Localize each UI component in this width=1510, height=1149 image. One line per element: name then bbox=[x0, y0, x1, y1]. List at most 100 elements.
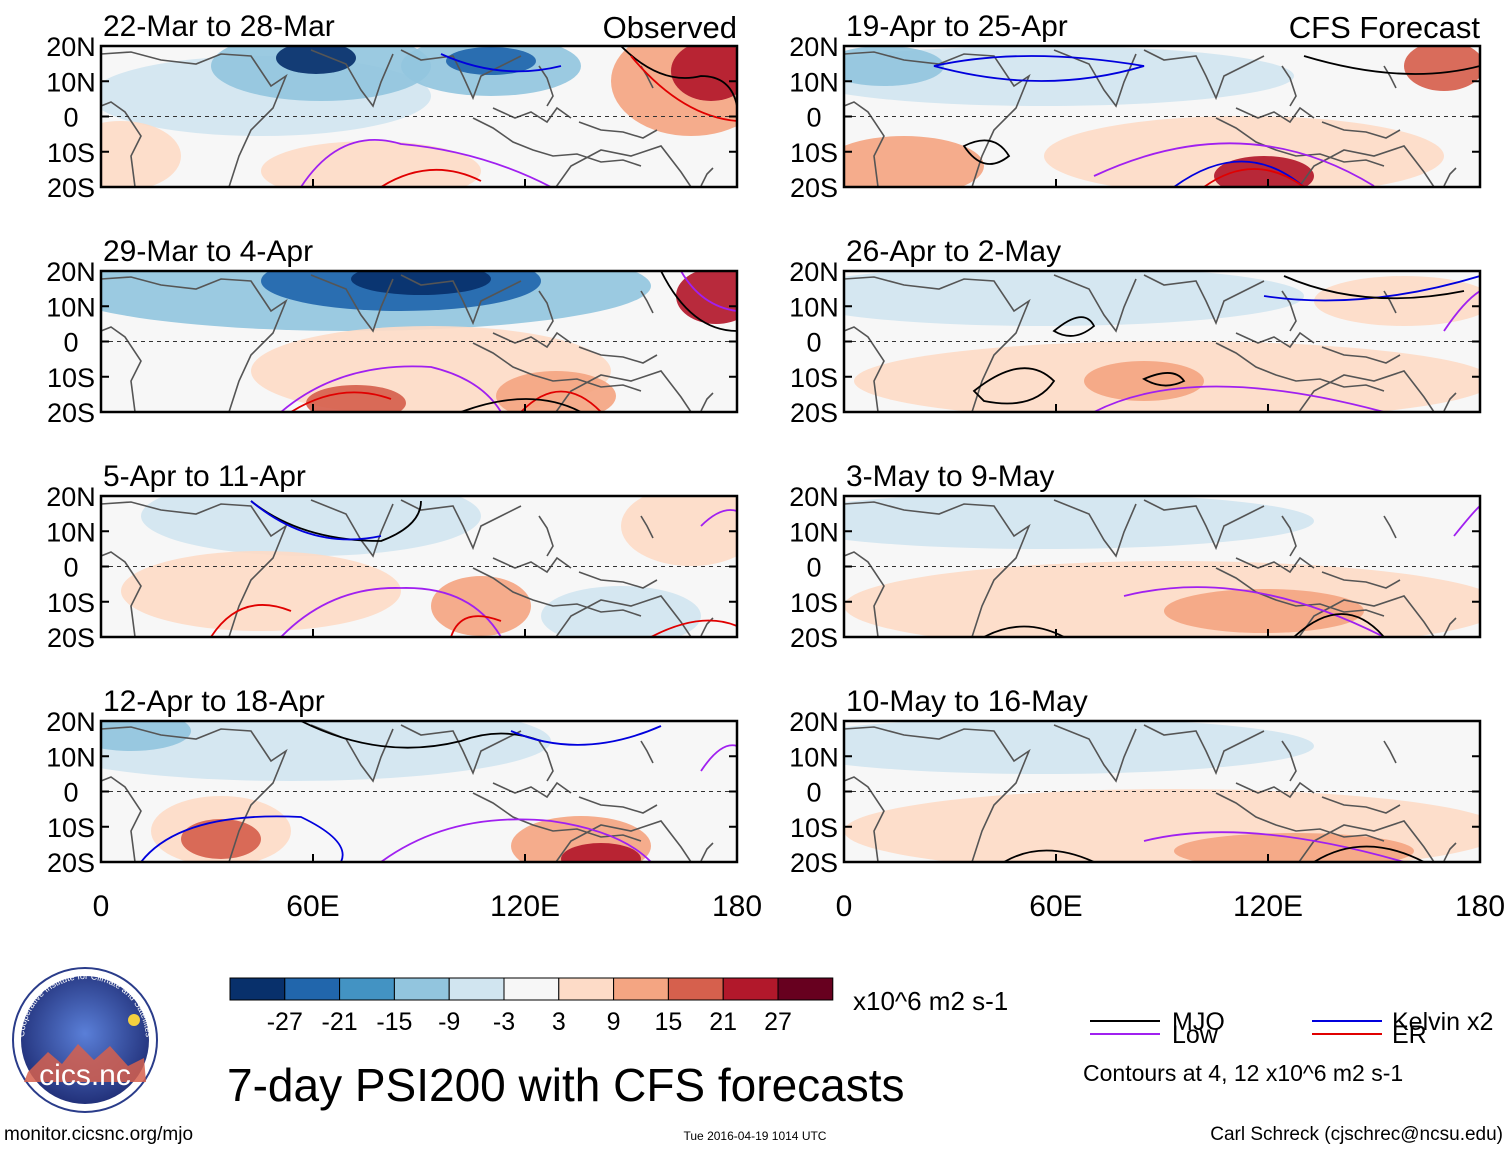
anomaly-shading bbox=[261, 141, 481, 187]
colorbar-box bbox=[777, 977, 834, 1001]
lat-tick-label: 0 bbox=[806, 328, 821, 358]
coastline bbox=[101, 726, 288, 862]
legend-label-low: Low bbox=[1172, 1021, 1219, 1049]
legend-label-mjo: MJO bbox=[1172, 1008, 1225, 1036]
lat-tick-label: 10S bbox=[47, 588, 95, 618]
contour-line bbox=[300, 139, 552, 187]
coastline bbox=[1215, 117, 1385, 167]
coastline bbox=[472, 567, 642, 617]
coastline bbox=[310, 499, 394, 558]
coastline bbox=[1383, 740, 1397, 764]
contour-line bbox=[510, 725, 662, 746]
coastline bbox=[101, 326, 142, 412]
contour-line bbox=[962, 139, 1011, 165]
coastline bbox=[1281, 515, 1297, 557]
lat-tick-label: 20N bbox=[46, 32, 96, 62]
lat-tick-label: 0 bbox=[63, 328, 78, 358]
panel-title: 19-Apr to 25-Apr bbox=[846, 10, 1068, 43]
coastline bbox=[578, 796, 658, 814]
lat-tick-label: 20N bbox=[789, 707, 839, 737]
contour-line bbox=[460, 398, 582, 412]
contour-line bbox=[450, 615, 502, 637]
coastline bbox=[400, 49, 522, 101]
anomaly-shading bbox=[1084, 361, 1204, 401]
coastline bbox=[844, 726, 1031, 862]
panel-title: 5-Apr to 11-Apr bbox=[103, 460, 306, 493]
coastline bbox=[310, 49, 394, 108]
contour-line bbox=[520, 390, 602, 412]
anomaly-shading bbox=[844, 271, 1304, 326]
anomaly-shading bbox=[844, 789, 1480, 862]
coastline bbox=[700, 167, 714, 187]
anomaly-shading bbox=[101, 721, 551, 781]
anomaly-shading bbox=[676, 271, 737, 324]
coastline bbox=[400, 724, 522, 776]
coastline bbox=[101, 776, 142, 862]
lat-tick-label: 20N bbox=[789, 257, 839, 287]
lon-tick-label: 180 bbox=[1455, 890, 1505, 923]
lat-tick-label: 10N bbox=[46, 517, 96, 547]
lon-tick-label: 0 bbox=[836, 890, 853, 923]
coastline bbox=[1321, 346, 1401, 364]
colorbar-box bbox=[448, 977, 505, 1001]
forecast-label: CFS Forecast bbox=[1289, 10, 1481, 45]
colorbar-box bbox=[613, 977, 669, 1001]
contour-line bbox=[210, 604, 292, 637]
coastline bbox=[538, 515, 554, 557]
contour-line bbox=[380, 168, 482, 187]
lat-tick-label: 20N bbox=[789, 482, 839, 512]
colorbar-tick-label: 3 bbox=[552, 1008, 566, 1036]
coastline bbox=[555, 145, 692, 187]
coastline bbox=[101, 501, 288, 637]
anomaly-shading bbox=[561, 843, 641, 862]
lat-tick-label: 10S bbox=[790, 588, 838, 618]
lat-tick-label: 10N bbox=[46, 67, 96, 97]
contour-line bbox=[1173, 160, 1305, 187]
lon-tick-label: 180 bbox=[712, 890, 762, 923]
contour-line bbox=[660, 271, 737, 332]
colorbar-tick-label: -3 bbox=[493, 1008, 515, 1036]
coastline bbox=[538, 290, 554, 332]
lat-tick-label: 10S bbox=[790, 138, 838, 168]
lat-tick-label: 10S bbox=[47, 138, 95, 168]
anomaly-shading bbox=[844, 496, 1314, 549]
coastline bbox=[1281, 740, 1297, 782]
lon-tick-label: 120E bbox=[490, 890, 560, 923]
panel-title: 22-Mar to 28-Mar bbox=[103, 10, 335, 43]
footer-url: monitor.cicsnc.org/mjo bbox=[4, 1124, 193, 1145]
coastline bbox=[555, 595, 692, 637]
anomaly-shading bbox=[496, 371, 616, 412]
contour-line bbox=[380, 818, 652, 862]
coastline bbox=[640, 290, 654, 314]
anomaly-shading bbox=[431, 576, 531, 636]
contour-line bbox=[1263, 275, 1480, 302]
colorbar-unit: x10^6 m2 s-1 bbox=[853, 986, 1008, 1016]
lat-tick-label: 10N bbox=[46, 292, 96, 322]
contour-line bbox=[1123, 586, 1385, 637]
coastline bbox=[1443, 167, 1457, 187]
lat-tick-label: 10S bbox=[47, 813, 95, 843]
colorbar-box bbox=[503, 977, 560, 1001]
coastline bbox=[1053, 49, 1137, 108]
contour-line bbox=[933, 55, 1145, 82]
colorbar-tick-label: -15 bbox=[376, 1008, 412, 1036]
anomaly-shading bbox=[101, 721, 191, 751]
colorbar-tick-label: -21 bbox=[322, 1008, 358, 1036]
panel-title: 10-May to 16-May bbox=[846, 685, 1088, 718]
contour-line bbox=[1143, 831, 1405, 862]
coastline bbox=[101, 101, 142, 187]
lat-tick-label: 0 bbox=[806, 778, 821, 808]
anomaly-shading bbox=[1214, 156, 1314, 187]
anomaly-shading bbox=[181, 819, 261, 859]
coastline bbox=[400, 274, 522, 326]
anomaly-shading bbox=[844, 136, 984, 187]
coastline bbox=[472, 117, 642, 167]
anomaly-shading bbox=[1404, 46, 1480, 91]
coastline bbox=[1321, 121, 1401, 139]
lat-tick-label: 20S bbox=[790, 848, 838, 878]
